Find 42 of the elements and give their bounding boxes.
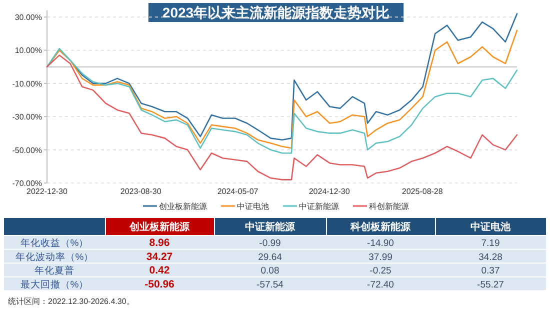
legend-label: 科创新能源 bbox=[369, 202, 409, 211]
y-tick-label: 10.00% bbox=[14, 46, 42, 56]
x-tick-label: 2023-08-30 bbox=[120, 187, 162, 196]
text: -50.96 bbox=[144, 278, 174, 290]
y-tick-label: -10.00% bbox=[12, 79, 42, 88]
x-tick-label: 2022-12-30 bbox=[26, 187, 68, 196]
text: -57.54 bbox=[256, 279, 284, 290]
category-label: 中证电池 bbox=[470, 221, 512, 233]
text: 8.96 bbox=[149, 237, 170, 249]
y-tick-label: 30.00% bbox=[14, 13, 42, 22]
text: 29.64 bbox=[258, 252, 282, 263]
chart-title: 2023年以来主流新能源指数走势对比 bbox=[162, 4, 390, 20]
text: 37.99 bbox=[368, 252, 392, 263]
y-tick-label: -50.00% bbox=[12, 146, 42, 155]
text: -55.27 bbox=[477, 279, 504, 290]
text: 7.19 bbox=[481, 238, 500, 249]
category-label: 年化波动率（%） bbox=[15, 252, 94, 263]
x-tick-label: 2024-05-07 bbox=[217, 187, 259, 196]
text: 0.08 bbox=[260, 266, 280, 277]
legend-label: 中证新能源 bbox=[299, 202, 339, 211]
y-tick-label: -30.00% bbox=[12, 112, 42, 122]
x-tick-label: 2024-12-30 bbox=[308, 187, 350, 196]
text: 统计区间：2022.12.30-2026.4.30。 bbox=[8, 297, 134, 306]
category-label: 科创板新能源 bbox=[350, 221, 412, 233]
text: -0.99 bbox=[259, 238, 281, 249]
category-label: 中证新能源 bbox=[245, 221, 296, 233]
category-label: 最大回撤（%） bbox=[20, 279, 89, 290]
category-label: 创业板新能源 bbox=[128, 221, 190, 233]
text: -72.40 bbox=[367, 279, 394, 290]
legend-label: 创业板新能源 bbox=[159, 202, 207, 211]
legend-label: 中证电池 bbox=[237, 202, 269, 211]
text: 0.37 bbox=[481, 266, 500, 277]
title: 2023年以来主流新能源指数走势对比 bbox=[148, 3, 404, 22]
text: -0.25 bbox=[370, 266, 392, 277]
text: 0.42 bbox=[149, 264, 170, 277]
category-label: 年化夏普 bbox=[34, 266, 74, 277]
text: -14.90 bbox=[367, 238, 394, 249]
text: 34.28 bbox=[478, 252, 502, 263]
category-label: 年化收益（%） bbox=[20, 238, 89, 249]
x-tick-label: 2025-08-28 bbox=[402, 187, 444, 196]
text: 34.27 bbox=[146, 250, 173, 263]
y-tick-label: -70.00% bbox=[12, 179, 42, 188]
